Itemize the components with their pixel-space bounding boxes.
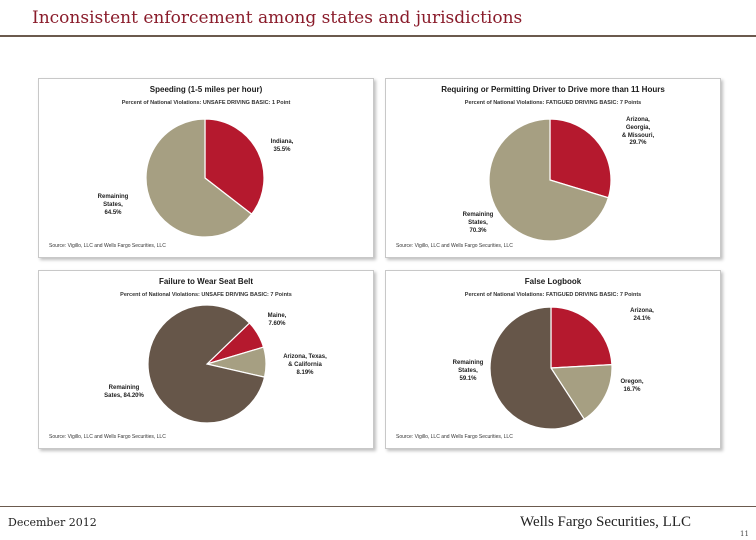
chart-source: Source: Vigillo, LLC and Wells Fargo Sec… [49,434,166,440]
pie-slice-1 [549,364,613,421]
chart-subtitle: Percent of National Violations: UNSAFE D… [120,292,292,298]
slice-label-arizona: Arizona, 24.1% [630,308,654,322]
pie-slice-0 [550,306,613,369]
chart-source: Source: Vigillo, LLC and Wells Fargo Sec… [396,243,513,249]
slice-label-remaining: Remaining States, 59.1% [452,360,484,382]
slice-label-remaining: Remaining States, 64.5% [97,194,129,216]
pie-chart-speeding [145,118,265,238]
pie-slice-1 [145,118,253,238]
pie-slice-0 [204,118,265,216]
slice-label-maine: Maine, 7.60% [267,313,287,327]
chart-subtitle: Percent of National Violations: UNSAFE D… [121,100,291,106]
pie-slice-1 [488,118,610,242]
pie-chart-false-logbook [489,306,613,430]
chart-panel-false-logbook: False Logbook Percent of National Violat… [385,270,721,449]
chart-subtitle: Percent of National Violations: FATIGUED… [464,292,642,298]
chart-panel-speeding: Speeding (1-5 miles per hour) Percent of… [38,78,374,258]
slice-label-indiana: Indiana, 35.5% [270,139,294,153]
chart-title: Requiring or Permitting Driver to Drive … [441,85,665,94]
page-title: Inconsistent enforcement among states an… [32,8,523,28]
chart-title: False Logbook [524,277,582,286]
footer-divider [0,506,756,507]
pie-chart-hours [488,118,612,242]
footer-date: December 2012 [8,516,97,529]
footer-firm-name: Wells Fargo Securities, LLC [520,514,691,530]
chart-panel-hours: Requiring or Permitting Driver to Drive … [385,78,721,258]
chart-title: Failure to Wear Seat Belt [158,277,254,286]
slice-label-oregon: Oregon, 16.7% [620,379,644,393]
chart-panel-seat-belt: Failure to Wear Seat Belt Percent of Nat… [38,270,374,449]
pie-slice-2 [489,306,586,430]
slice-label-arizona-texas-california: Arizona, Texas, & California 8.19% [283,354,327,376]
pie-slice-0 [549,118,612,199]
chart-subtitle: Percent of National Violations: FATIGUED… [464,100,642,106]
slice-label-remaining: Remaining States, 70.3% [462,212,494,234]
slice-label-remaining: Remaining Sates, 84.20% [104,385,144,399]
chart-title: Speeding (1-5 miles per hour) [149,85,263,94]
pie-slice-2 [147,304,266,424]
pie-chart-seat-belt [147,304,267,424]
page-number: 11 [740,530,749,538]
chart-source: Source: Vigillo, LLC and Wells Fargo Sec… [49,243,166,249]
title-divider [0,35,756,37]
slice-label-arizona-georgia-missouri: Arizona, Georgia, & Missouri, 29.7% [621,117,655,147]
chart-source: Source: Vigillo, LLC and Wells Fargo Sec… [396,434,513,440]
